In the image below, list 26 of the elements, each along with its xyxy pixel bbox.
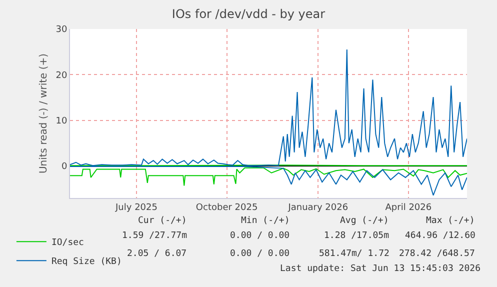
text: 278.42 /648.57: [399, 249, 475, 259]
text: 2.05 / 6.07: [127, 249, 187, 259]
text: Cur (-/+): [138, 216, 187, 226]
text: Min (-/+): [241, 216, 290, 226]
text: Last update: Sat Jun 13 15:45:03 2026: [280, 264, 480, 274]
y-tick-label: 30: [56, 25, 68, 36]
text: 464.96 /12.60: [405, 231, 476, 241]
x-tick-label: April 2026: [385, 202, 432, 213]
x-tick-label: July 2025: [114, 202, 158, 213]
text: 581.47m/ 1.72: [319, 249, 390, 259]
text: 1.59 /27.77m: [122, 231, 188, 241]
y-tick-label: 10: [56, 116, 68, 126]
text: Max (-/+): [426, 216, 475, 226]
y-axis-title: Units read (-) / write (+): [38, 53, 50, 174]
chart-title: IOs for /dev/vdd - by year: [172, 7, 326, 22]
text: 0.00 / 0.00: [230, 249, 290, 259]
legend-label: Req Size (KB): [51, 257, 122, 268]
line-series: [70, 167, 467, 186]
x-tick-label: January 2026: [287, 202, 348, 213]
x-tick-label: October 2025: [196, 202, 258, 213]
text: 1.28 /17.05m: [324, 231, 390, 241]
text: Avg (-/+): [340, 216, 389, 226]
text: 0.00 / 0.00: [230, 231, 290, 241]
y-tick-label: 0: [61, 162, 68, 172]
legend-label: IO/sec: [51, 238, 84, 248]
y-tick-label: 20: [56, 70, 68, 81]
